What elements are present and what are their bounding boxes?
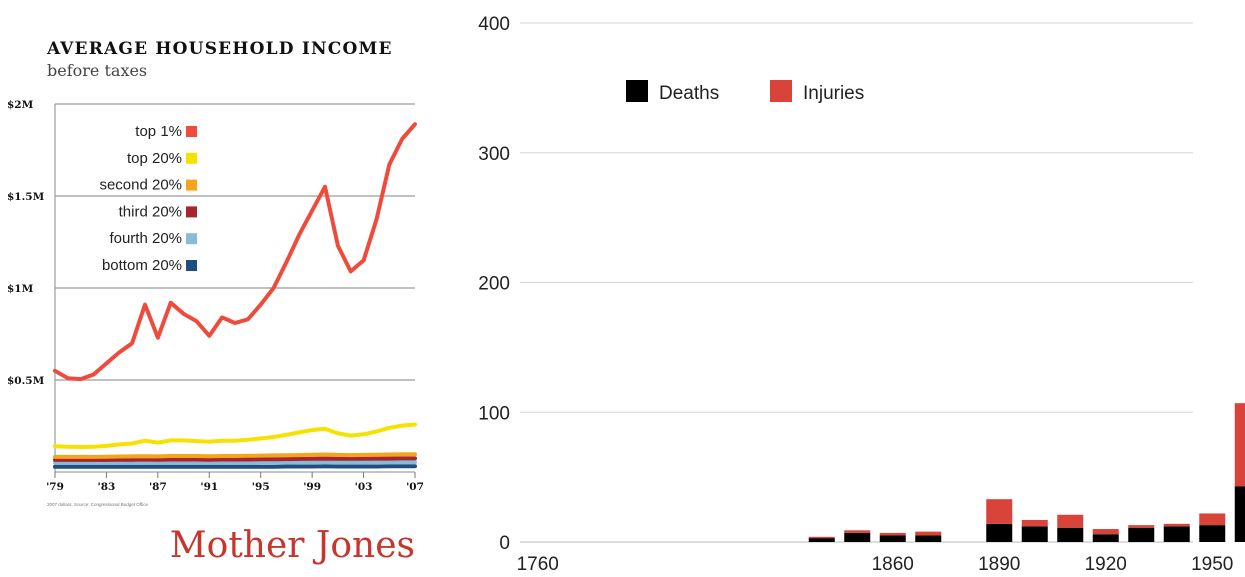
left-legend-label: top 1% [135,123,182,140]
bar-deaths-1950 [1199,525,1226,542]
series-line-fourth-20- [53,460,417,465]
chart-subtitle: before taxes [47,61,147,80]
bar-injuries-1950 [1199,513,1226,526]
left-series-lines [53,122,417,469]
left-x-tick-labels: '79 '83 '87 '91 '95 '99 '03 '07 [46,481,424,493]
right-y-tick-label: 200 [478,274,510,295]
bar-deaths-1930 [1128,527,1155,542]
bar-deaths-1910 [1057,527,1084,542]
bar-injuries-1960 [1234,403,1245,487]
left-legend-label: bottom 20% [102,257,182,274]
bar-injuries-1910 [1057,514,1084,528]
bar-injuries-1840 [808,536,835,539]
left-y-tick-label: $1M [7,283,34,295]
bar-deaths-1860 [879,535,906,542]
right-legend-swatch [770,80,792,102]
right-y-tick-label: 0 [499,533,510,554]
left-gridlines [54,103,416,478]
left-legend-label: second 20% [99,177,182,194]
left-x-tick-label: '95 [252,481,270,493]
chart-title: AVERAGE HOUSEHOLD INCOME [46,39,393,59]
left-legend-label: fourth 20% [109,230,182,247]
bar-deaths-1900 [1021,526,1048,542]
left-legend-swatch [186,260,197,271]
right-y-tick-label: 300 [478,144,510,165]
bar-injuries-1860 [879,532,906,536]
left-x-tick-label: '87 [149,481,167,493]
right-y-tick-label: 100 [478,403,510,424]
left-legend-label: third 20% [119,203,182,220]
bar-injuries-1930 [1128,525,1155,528]
right-x-tick-label: 1860 [872,554,914,575]
bar-deaths-1960 [1234,486,1245,542]
left-x-tick-label: '07 [406,481,424,493]
bar-deaths-1840 [808,538,835,542]
bar-injuries-1890 [986,499,1013,524]
right-x-tick-label: 1890 [978,554,1020,575]
left-legend-swatch [186,179,197,191]
series-line-top-1- [53,122,417,382]
bar-injuries-1900 [1021,519,1048,527]
source-note: 2007 dollars. Source: Congressional Budg… [47,502,148,507]
right-stacked-bars [808,403,1245,542]
left-x-tick-label: '79 [46,481,64,493]
bar-injuries-1850 [844,530,871,533]
series-line-second-20- [53,452,417,459]
right-x-tick-labels: 1760186018901920195019802010-present [517,554,1234,575]
right-y-tick-labels: 0 100 200 300 400 [478,14,510,554]
left-legend: top 1% top 20% second 20% third 20% fourth 2… [99,123,197,274]
left-x-tick-label: '99 [303,481,321,493]
bar-deaths-1920 [1092,534,1119,542]
right-x-tick-label: 1760 [517,554,559,575]
right-x-tick-label: 1950 [1191,554,1233,575]
left-x-tick-label: '91 [200,481,218,493]
left-y-tick-label: $1.5M [7,191,45,203]
household-income-chart: AVERAGE HOUSEHOLD INCOME before taxes $0… [7,39,424,566]
bar-deaths-1850 [844,532,871,542]
bar-deaths-1870 [915,535,942,542]
right-x-tick-label: 1920 [1085,554,1127,575]
left-x-tick-label: '03 [355,481,373,493]
bar-injuries-1870 [915,531,942,536]
bar-deaths-1890 [986,523,1013,542]
left-legend-swatch [186,206,197,218]
left-y-tick-labels: $0.5M $1M $1.5M $2M [7,99,45,387]
right-y-tick-label: 400 [478,14,510,35]
left-legend-label: top 20% [127,150,182,167]
left-legend-swatch [186,233,197,245]
right-legend-label: Deaths [659,83,719,104]
right-legend-swatch [626,80,648,102]
bar-deaths-1940 [1163,526,1190,542]
bar-injuries-1940 [1163,523,1190,527]
left-y-tick-label: $2M [7,99,34,111]
left-x-tick-label: '83 [98,481,116,493]
series-line-top-20- [53,422,417,449]
series-line-third-20- [53,456,417,462]
right-legend: Deaths Injuries [626,80,864,104]
right-legend-label: Injuries [803,83,864,104]
mother-jones-logo: Mother Jones [170,525,415,566]
bar-injuries-1920 [1092,529,1119,535]
left-y-tick-label: $0.5M [7,375,45,387]
left-legend-swatch [186,126,197,137]
left-legend-swatch [186,152,197,164]
series-line-bottom-20- [53,464,417,469]
